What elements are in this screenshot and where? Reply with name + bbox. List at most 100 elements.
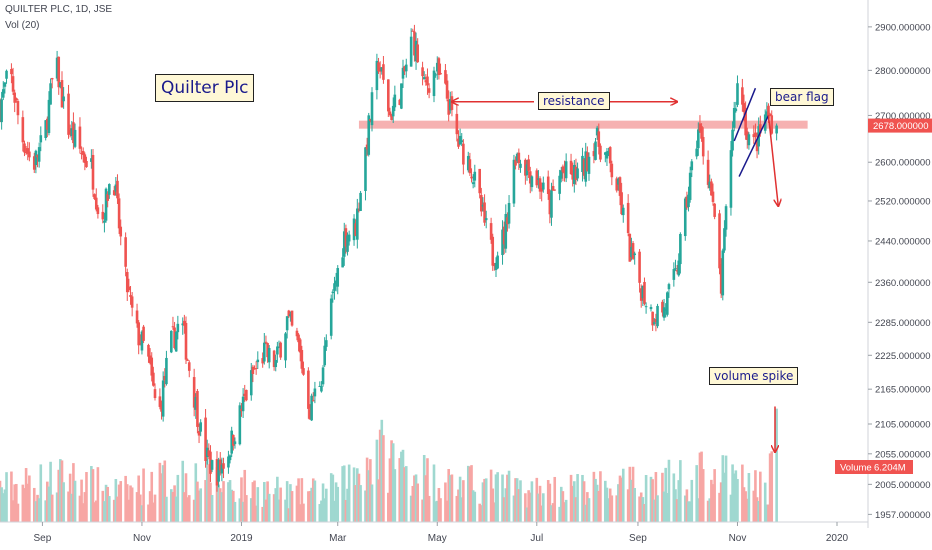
volume-bar — [638, 496, 641, 522]
candle-body — [388, 111, 392, 116]
candle-body — [114, 184, 118, 192]
x-tick-label: Mar — [329, 533, 347, 544]
candle-body — [147, 344, 150, 357]
candle-body — [357, 209, 361, 211]
candle-body — [323, 345, 326, 366]
resistance-annotation[interactable]: resistance — [538, 92, 610, 110]
volume-bar — [708, 498, 712, 522]
candle-body — [424, 80, 428, 83]
candle-body — [313, 388, 317, 397]
title-annotation[interactable]: Quilter Plc — [155, 74, 255, 102]
bear-flag-annotation[interactable]: bear flag — [770, 88, 834, 106]
candle-body — [649, 307, 653, 310]
volume-bar — [238, 498, 242, 522]
volume-bar — [525, 507, 529, 522]
volume-bar — [354, 485, 357, 522]
volume-bar — [393, 469, 397, 522]
volume-bar — [698, 452, 702, 522]
volume-bar — [561, 491, 565, 522]
volume-bar — [232, 490, 235, 522]
candle-body — [222, 463, 225, 469]
candle-body — [139, 343, 142, 345]
volume-bar — [91, 469, 95, 522]
volume-bar — [767, 504, 770, 522]
volume-bar — [176, 474, 180, 522]
candle-body — [553, 189, 557, 191]
candle-body — [561, 166, 565, 173]
candle-body — [59, 82, 62, 88]
candle-body — [277, 346, 281, 348]
candle-body — [473, 171, 477, 181]
volume-bar — [628, 466, 632, 522]
volume-bar — [199, 488, 202, 522]
candle-body — [160, 404, 163, 412]
candle-body — [129, 295, 132, 297]
candle-body — [466, 155, 470, 171]
candle-body — [124, 237, 127, 267]
volume-bar — [387, 492, 390, 522]
candle-body — [483, 202, 486, 223]
candle-body — [249, 370, 253, 396]
volume-bar — [507, 470, 511, 522]
volume-bar — [83, 492, 87, 522]
candle-body — [94, 197, 98, 210]
candle-body — [515, 153, 519, 161]
volume-bar — [481, 482, 485, 522]
candle-body — [421, 67, 424, 77]
volume-bar — [639, 492, 643, 522]
volume-bar — [240, 477, 243, 522]
candle-body — [422, 77, 426, 80]
volume-bar — [651, 479, 654, 522]
volume-bar — [736, 479, 739, 522]
candle-body — [595, 127, 599, 136]
last-price-tag — [868, 118, 932, 133]
volume-bar — [388, 458, 392, 522]
y-tick-label: 2165.000000 — [875, 385, 930, 396]
volume-bar — [284, 499, 287, 522]
volume-bar — [194, 463, 198, 522]
volume-bar — [130, 487, 134, 522]
candle-body — [287, 310, 291, 317]
candle-body — [698, 123, 702, 132]
volume-bar — [103, 501, 106, 522]
volume-bar — [346, 488, 349, 522]
volume-bar — [685, 489, 689, 522]
candle-body — [569, 160, 573, 174]
candle-body — [478, 168, 481, 194]
candle-body — [161, 380, 165, 417]
volume-bar — [70, 493, 74, 522]
candle-body — [112, 190, 116, 196]
candle-body — [661, 301, 664, 313]
volume-bar — [697, 498, 700, 522]
volume-bar — [483, 478, 486, 522]
candle-body — [186, 359, 189, 361]
volume-bar — [414, 474, 418, 522]
volume-bar — [173, 485, 176, 522]
candle-body — [137, 322, 140, 346]
candle-body — [346, 235, 349, 252]
candle-body — [770, 115, 774, 134]
volume-bar — [119, 481, 123, 522]
volume-spike-annotation[interactable]: volume spike — [709, 367, 799, 385]
volume-bar — [690, 479, 694, 522]
volume-bar — [729, 494, 733, 522]
candle-body — [274, 359, 278, 368]
candle-body — [662, 307, 666, 318]
candle-body — [34, 150, 38, 166]
candle-body — [228, 455, 232, 461]
volume-bar — [413, 475, 416, 522]
candle-body — [50, 78, 54, 80]
volume-bar — [137, 475, 140, 522]
candle-body — [390, 114, 393, 121]
volume-bar — [57, 469, 61, 522]
candle-body — [721, 250, 725, 296]
candle-body — [391, 105, 395, 117]
candle-body — [496, 255, 499, 269]
candle-body — [57, 56, 61, 88]
volume-bar — [621, 468, 625, 522]
candle-body — [638, 251, 641, 283]
candle-body — [263, 342, 266, 362]
candle-body — [551, 186, 555, 191]
candle-body — [104, 188, 108, 221]
candle-body — [342, 231, 346, 257]
